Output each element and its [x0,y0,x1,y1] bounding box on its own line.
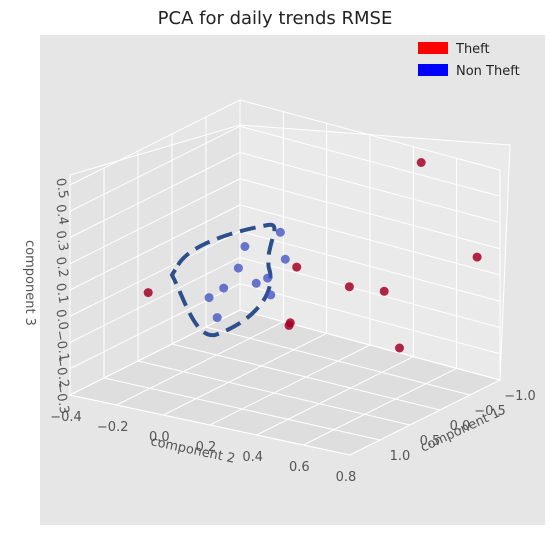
y-tick-2: 0.0 [149,430,170,445]
legend: Theft Non Theft [418,42,520,79]
theft-point-8 [143,288,153,298]
non-theft-point-7 [212,313,222,323]
non-theft-point-4 [263,273,273,283]
y-tick-5: 0.6 [289,460,310,475]
y-tick-labels: −0.4 −0.2 0.0 0.2 0.4 0.6 0.8 [50,410,356,485]
non-theft-point-8 [266,290,276,300]
side-grid-z-5 [69,178,241,265]
floor-grid-x-3 [171,343,441,411]
grid-lines [69,99,501,456]
theft-point-5 [292,262,302,272]
wall-grid-z-3 [239,230,501,302]
side-grid-z-3 [69,230,241,317]
non-theft-point-6 [204,293,214,303]
wall-grid-z-1 [239,283,501,355]
theft-point-2 [395,343,404,353]
z-tick-3: 0.2 [52,256,70,279]
floor-grid-y-2 [163,332,327,416]
theft-point-0 [416,158,426,167]
data-points [143,158,482,353]
z-axis-label: component 3 [22,240,37,326]
z-tick-7: −0.2 [51,355,71,389]
wall-grid-z-4 [239,204,501,276]
legend-swatch-theft [418,42,448,54]
floor-grid-y-1 [116,321,284,406]
y-tick-4: 0.4 [242,450,263,465]
wall-grid-z-6 [239,152,501,223]
chart-title: PCA for daily trends RMSE [157,8,393,29]
non-theft-point-9 [251,278,261,288]
wall-grid-z-2 [239,257,501,328]
legend-label-non-theft: Non Theft [456,64,520,79]
theft-point-3 [344,282,354,292]
z-tick-labels: 0.5 0.4 0.3 0.2 0.1 0.0−0.1−0.2−0.3 [51,177,71,415]
wall-grid-z-0 [239,309,501,381]
x-tick-3: −0.5 [474,404,506,419]
floor-grid-x-4 [205,326,471,396]
z-tick-4: 0.1 [52,282,70,305]
side-grid-z-0 [69,309,241,396]
z-tick-2: 0.3 [52,229,70,252]
side-grid-z-6 [69,152,241,238]
non-theft-point-3 [233,263,243,273]
legend-label-theft: Theft [455,42,490,57]
side-grid-z-4 [69,204,241,291]
x-tick-labels: 1.0 0.5 0.0−0.5−1.0 [390,389,536,464]
z-tick-6: −0.1 [51,329,71,363]
x-tick-0: 1.0 [390,449,411,464]
z-tick-8: −0.3 [51,382,71,416]
floor-grid-y-3 [209,344,371,426]
y-tick-3: 0.2 [196,440,217,455]
non-theft-point-0 [275,227,285,237]
theft-point-4 [379,286,389,296]
non-theft-point-5 [219,283,229,293]
legend-swatch-non-theft [418,64,448,76]
x-tick-2: 0.0 [450,419,471,434]
cluster-outline [169,222,277,338]
floor-grid-y-4 [256,356,414,436]
wall-grid-z-8 [239,99,501,171]
y-tick-1: −0.2 [97,420,129,435]
z-tick-5: 0.0 [52,308,70,331]
x-tick-4: −1.0 [504,389,536,404]
z-tick-1: 0.4 [52,203,70,226]
side-grid-z-2 [69,257,241,343]
theft-point-7 [284,320,294,330]
floor-grid-x-1 [103,377,381,441]
axis-panes [68,124,511,456]
floor-grid-x-0 [69,394,351,456]
theft-point-1 [472,252,482,262]
y-tick-0: −0.4 [50,410,82,425]
x-tick-1: 0.5 [420,434,441,449]
non-theft-point-1 [240,242,250,251]
z-tick-0: 0.5 [52,177,70,200]
floor-grid-x-2 [137,360,411,426]
wall-grid-z-5 [239,178,501,250]
y-tick-6: 0.8 [336,470,357,485]
floor-grid-y-6 [349,379,501,456]
non-theft-point-2 [280,254,290,264]
wall-grid-z-7 [239,125,501,197]
side-grid-z-8 [69,99,241,186]
side-grid-z-7 [69,125,241,212]
floor-grid-y-5 [303,367,457,446]
